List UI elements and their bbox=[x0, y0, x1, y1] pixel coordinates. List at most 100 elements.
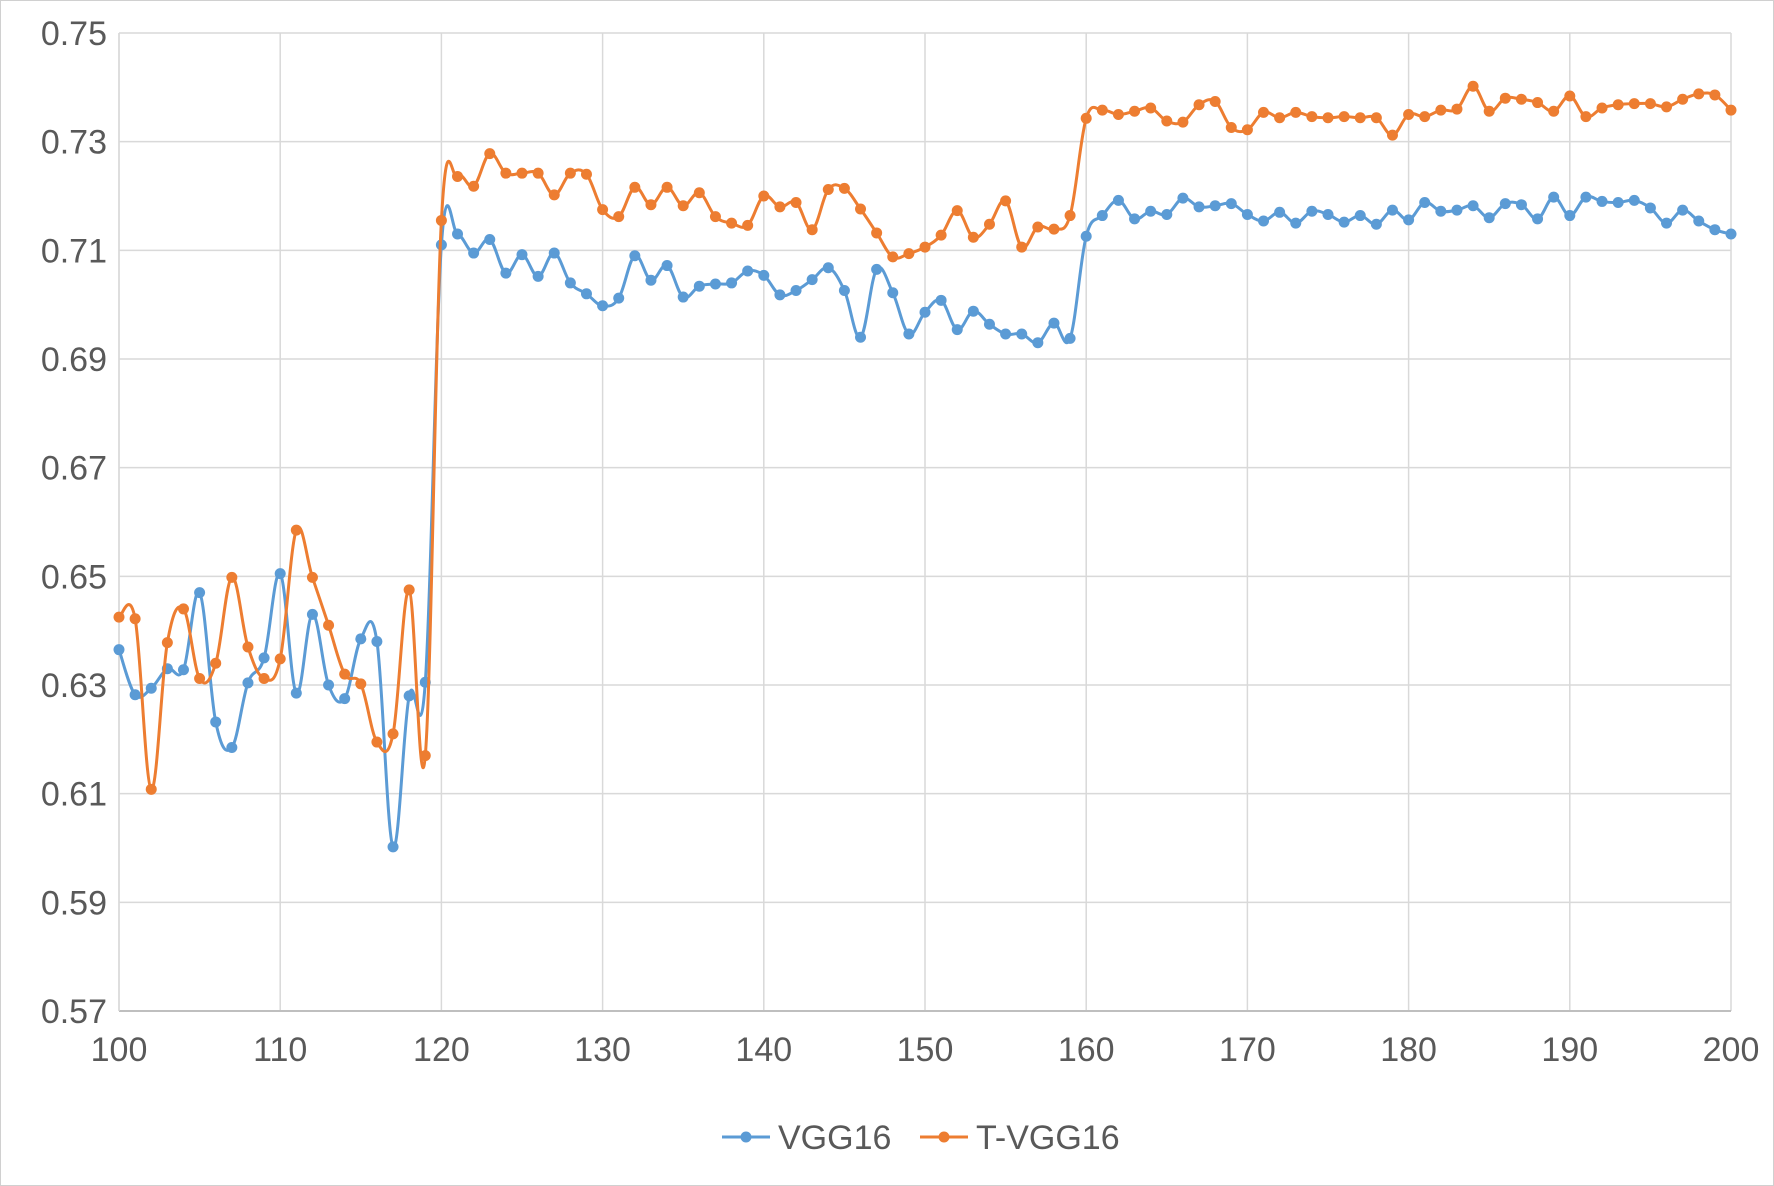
data-point-t-vgg16 bbox=[1644, 98, 1656, 110]
data-point-vgg16 bbox=[580, 288, 592, 300]
data-point-vgg16 bbox=[1048, 317, 1060, 329]
x-tick-label: 140 bbox=[735, 1031, 792, 1069]
data-point-t-vgg16 bbox=[1515, 93, 1527, 105]
data-point-vgg16 bbox=[194, 587, 206, 599]
data-point-t-vgg16 bbox=[726, 217, 738, 229]
data-point-t-vgg16 bbox=[564, 167, 576, 179]
data-point-vgg16 bbox=[1403, 214, 1415, 226]
data-point-vgg16 bbox=[210, 716, 222, 728]
data-point-t-vgg16 bbox=[1209, 95, 1221, 107]
legend-item-t-vgg16[interactable]: T-VGG16 bbox=[920, 1119, 1120, 1157]
data-point-t-vgg16 bbox=[580, 168, 592, 180]
data-point-t-vgg16 bbox=[1112, 109, 1124, 120]
data-point-vgg16 bbox=[1661, 217, 1673, 229]
data-point-vgg16 bbox=[1096, 210, 1108, 222]
legend-item-vgg16[interactable]: VGG16 bbox=[722, 1119, 891, 1157]
data-point-t-vgg16 bbox=[1386, 129, 1398, 141]
data-point-vgg16 bbox=[1370, 218, 1382, 230]
x-tick-label: 200 bbox=[1703, 1031, 1760, 1069]
x-tick-label: 130 bbox=[574, 1031, 631, 1069]
data-point-vgg16 bbox=[323, 679, 335, 691]
data-point-vgg16 bbox=[500, 267, 512, 279]
data-point-vgg16 bbox=[1548, 191, 1560, 203]
legend-swatch-marker bbox=[938, 1131, 950, 1143]
series-vgg16 bbox=[113, 191, 1737, 853]
data-point-t-vgg16 bbox=[677, 200, 689, 212]
y-tick-label: 0.57 bbox=[41, 993, 107, 1031]
data-point-vgg16 bbox=[1532, 213, 1544, 225]
y-tick-label: 0.71 bbox=[41, 232, 107, 270]
data-point-t-vgg16 bbox=[742, 219, 754, 231]
data-point-t-vgg16 bbox=[871, 227, 883, 239]
data-point-t-vgg16 bbox=[1435, 104, 1447, 116]
data-point-t-vgg16 bbox=[387, 728, 399, 740]
x-tick-label: 160 bbox=[1058, 1031, 1115, 1069]
data-point-t-vgg16 bbox=[838, 182, 850, 194]
data-point-t-vgg16 bbox=[1499, 92, 1511, 104]
data-point-vgg16 bbox=[1225, 198, 1237, 210]
y-tick-label: 0.75 bbox=[41, 15, 107, 53]
data-point-t-vgg16 bbox=[1274, 112, 1286, 124]
data-point-vgg16 bbox=[387, 841, 399, 853]
data-point-t-vgg16 bbox=[532, 167, 544, 179]
data-point-t-vgg16 bbox=[1241, 124, 1253, 136]
data-point-t-vgg16 bbox=[629, 181, 641, 193]
data-point-vgg16 bbox=[452, 228, 464, 240]
data-point-t-vgg16 bbox=[903, 248, 915, 260]
data-point-t-vgg16 bbox=[1628, 98, 1640, 110]
data-point-t-vgg16 bbox=[274, 653, 286, 665]
data-point-vgg16 bbox=[951, 324, 963, 336]
data-point-t-vgg16 bbox=[661, 181, 673, 193]
series-lines bbox=[113, 80, 1737, 853]
data-point-vgg16 bbox=[855, 331, 867, 343]
data-point-vgg16 bbox=[1644, 202, 1656, 214]
data-point-vgg16 bbox=[613, 292, 625, 304]
y-tick-label: 0.73 bbox=[41, 124, 107, 162]
data-point-vgg16 bbox=[1322, 208, 1334, 220]
data-point-t-vgg16 bbox=[1564, 90, 1576, 102]
data-point-t-vgg16 bbox=[887, 251, 899, 263]
x-tick-label: 190 bbox=[1541, 1031, 1598, 1069]
y-tick-label: 0.59 bbox=[41, 884, 107, 922]
legend-swatch-marker bbox=[740, 1131, 752, 1143]
data-point-vgg16 bbox=[129, 689, 141, 701]
data-point-vgg16 bbox=[629, 250, 641, 262]
data-point-t-vgg16 bbox=[1080, 112, 1092, 124]
data-point-vgg16 bbox=[1435, 205, 1447, 217]
data-point-t-vgg16 bbox=[1145, 102, 1157, 114]
x-tick-label: 150 bbox=[897, 1031, 954, 1069]
data-point-vgg16 bbox=[1177, 192, 1189, 204]
data-point-vgg16 bbox=[274, 568, 286, 580]
data-point-t-vgg16 bbox=[1419, 111, 1431, 123]
data-point-t-vgg16 bbox=[1322, 112, 1334, 124]
data-point-t-vgg16 bbox=[1709, 89, 1721, 101]
data-point-t-vgg16 bbox=[935, 229, 947, 241]
x-tick-label: 100 bbox=[91, 1031, 148, 1069]
data-point-vgg16 bbox=[484, 233, 496, 245]
data-point-t-vgg16 bbox=[323, 619, 335, 631]
data-point-t-vgg16 bbox=[403, 584, 415, 596]
data-point-t-vgg16 bbox=[1354, 112, 1366, 124]
data-point-vgg16 bbox=[145, 682, 157, 694]
data-point-t-vgg16 bbox=[774, 201, 786, 213]
data-point-t-vgg16 bbox=[226, 571, 238, 583]
data-point-t-vgg16 bbox=[435, 214, 447, 226]
data-point-vgg16 bbox=[1338, 216, 1350, 228]
data-point-t-vgg16 bbox=[983, 218, 995, 230]
data-point-vgg16 bbox=[1467, 200, 1479, 212]
data-point-vgg16 bbox=[871, 263, 883, 275]
data-point-vgg16 bbox=[1145, 205, 1157, 217]
data-point-vgg16 bbox=[1612, 197, 1624, 209]
data-point-vgg16 bbox=[1628, 194, 1640, 206]
data-point-t-vgg16 bbox=[113, 611, 125, 623]
data-point-t-vgg16 bbox=[1483, 105, 1495, 117]
data-point-t-vgg16 bbox=[1661, 101, 1673, 113]
data-point-vgg16 bbox=[403, 690, 415, 702]
data-point-t-vgg16 bbox=[1725, 104, 1737, 116]
data-point-t-vgg16 bbox=[500, 167, 512, 179]
data-point-t-vgg16 bbox=[452, 170, 464, 182]
x-tick-label: 170 bbox=[1219, 1031, 1276, 1069]
data-point-vgg16 bbox=[306, 608, 318, 620]
data-point-t-vgg16 bbox=[1161, 115, 1173, 127]
